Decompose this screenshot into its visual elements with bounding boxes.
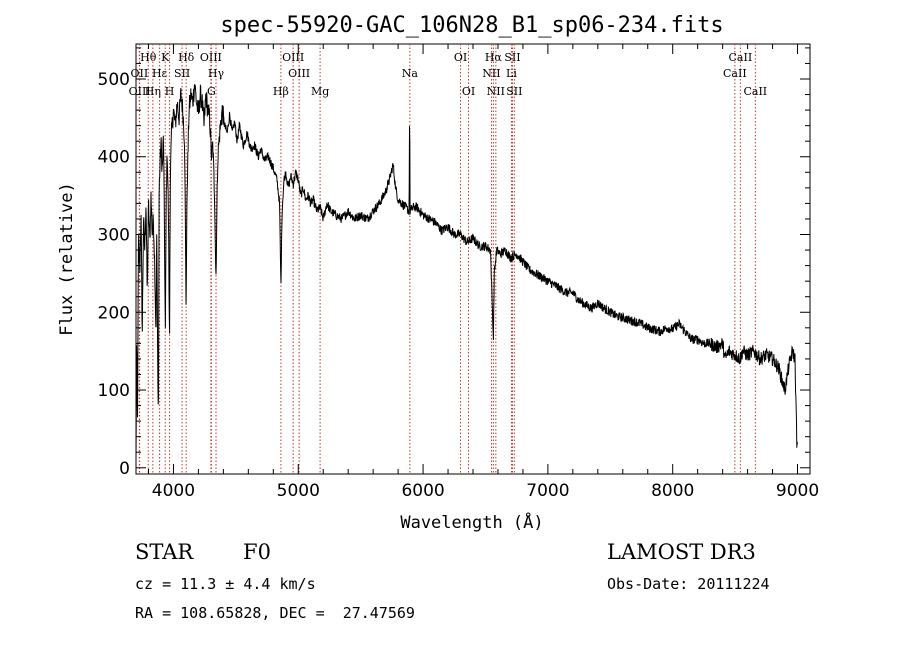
- line-label: Hβ: [273, 85, 289, 98]
- line-label: G: [207, 85, 216, 98]
- y-tick-label: 500: [98, 70, 130, 90]
- spectrum-line: [135, 84, 798, 461]
- y-tick-label: 200: [98, 303, 130, 323]
- x-axis-label: Wavelength (Å): [400, 511, 543, 533]
- object-class: STAR: [135, 540, 194, 564]
- x-tick-label: 5000: [277, 481, 320, 501]
- line-label: Hθ: [140, 51, 157, 64]
- line-label: OIII: [288, 67, 310, 80]
- line-label: NII: [487, 85, 505, 98]
- line-label: CaII: [729, 51, 753, 64]
- line-label: Hα: [485, 51, 503, 64]
- y-axis-ticks: 0 100 200 300 400 500: [98, 47, 810, 479]
- x-tick-label: 8000: [651, 481, 694, 501]
- line-label: OIII: [200, 51, 222, 64]
- line-label: OIII: [129, 85, 151, 98]
- plot-area: 4000 5000 6000 7000 8000 9000 0 100 200 300 400 50…: [98, 43, 819, 501]
- redshift-text: cz = 11.3 ± 4.4 km/s: [135, 575, 316, 593]
- line-label: OIII: [282, 51, 304, 64]
- line-label: OII: [131, 67, 149, 80]
- line-label: K: [161, 51, 170, 64]
- y-tick-label: 100: [98, 381, 130, 401]
- line-label: Hγ: [208, 67, 225, 80]
- x-tick-label: 6000: [401, 481, 444, 501]
- y-tick-label: 0: [119, 459, 130, 479]
- line-label: SII: [174, 67, 190, 80]
- line-label: SII: [504, 51, 520, 64]
- line-label: Hη: [145, 85, 161, 98]
- plot-frame: [135, 43, 811, 475]
- survey-label: LAMOST DR3: [607, 540, 756, 564]
- line-label: Mg: [311, 85, 329, 98]
- line-label: Hδ: [178, 51, 195, 64]
- chart-title: spec-55920-GAC_106N28_B1_sp06-234.fits: [220, 13, 723, 38]
- y-tick-label: 300: [98, 226, 130, 246]
- line-label: Na: [402, 67, 419, 80]
- x-tick-label: 7000: [526, 481, 569, 501]
- line-label: CaII: [723, 67, 747, 80]
- line-label: NII: [482, 67, 500, 80]
- line-label: OI: [462, 85, 475, 98]
- x-tick-label: 9000: [776, 481, 819, 501]
- x-axis-ticks: 4000 5000 6000 7000 8000 9000: [147, 44, 819, 501]
- object-subclass: F0: [243, 540, 271, 564]
- coordinates-text: RA = 108.65828, DEC = 27.47569: [135, 604, 415, 622]
- spectral-line-markers: [138, 44, 756, 474]
- line-label: Hε: [152, 67, 168, 80]
- x-tick-label: 4000: [152, 481, 195, 501]
- line-label: Li: [506, 67, 517, 80]
- line-label: CaII: [743, 85, 767, 98]
- line-label: OI: [454, 51, 467, 64]
- line-label: H: [165, 85, 175, 98]
- y-tick-label: 400: [98, 148, 130, 168]
- y-axis-label: Flux (relative): [57, 182, 77, 336]
- obs-date-text: Obs-Date: 20111224: [607, 575, 770, 593]
- line-label: SII: [506, 85, 522, 98]
- footer-info: STAR F0 cz = 11.3 ± 4.4 km/s RA = 108.65…: [135, 540, 770, 622]
